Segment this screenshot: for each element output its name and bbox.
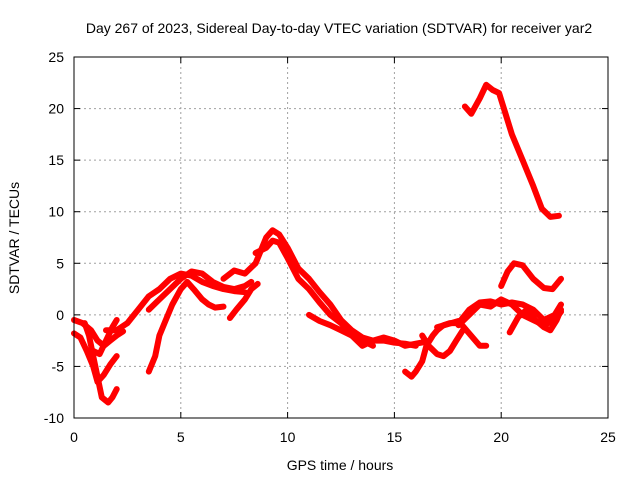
y-tick-label: -5: [52, 358, 65, 374]
x-tick-label: 10: [280, 429, 296, 445]
y-tick-label: 20: [48, 101, 64, 117]
y-axis-label: SDTVAR / TECUs: [6, 182, 22, 294]
series-arc-17: [461, 81, 562, 220]
x-tick-label: 20: [493, 429, 509, 445]
x-axis-label: GPS time / hours: [287, 457, 394, 473]
series-arc-7: [145, 278, 227, 375]
y-tick-label: 25: [48, 49, 64, 65]
y-tick-label: -10: [44, 410, 64, 426]
chart-title: Day 267 of 2023, Sidereal Day-to-day VTE…: [86, 20, 592, 36]
series-arc-10: [252, 237, 430, 349]
y-tick-label: 5: [56, 255, 64, 271]
series-arc-3: [81, 320, 120, 406]
tick-marks: [73, 56, 609, 419]
x-tick-label: 25: [600, 429, 616, 445]
x-tick-label: 15: [387, 429, 403, 445]
y-tick-labels: -10 -5 0 5 10 15 20 25: [44, 49, 64, 426]
x-tick-labels: 0 5 10 15 20 25: [70, 429, 616, 445]
y-tick-label: 0: [56, 307, 64, 323]
series-arc-6: [145, 268, 255, 313]
plot-frame: [73, 56, 609, 419]
series-arc-16: [506, 306, 564, 336]
series-arc-11: [306, 311, 376, 349]
y-tick-label: 10: [48, 204, 64, 220]
series-arc-14: [434, 318, 490, 349]
data-series: [71, 81, 564, 406]
series-arc-15: [455, 296, 564, 329]
series-arc-4: [90, 317, 120, 358]
x-tick-label: 5: [177, 429, 185, 445]
x-tick-label: 0: [70, 429, 78, 445]
series-arc-13: [419, 327, 466, 360]
series-arc-18: [498, 260, 564, 293]
y-tick-label: 15: [48, 152, 64, 168]
series-arc-8: [226, 280, 261, 321]
